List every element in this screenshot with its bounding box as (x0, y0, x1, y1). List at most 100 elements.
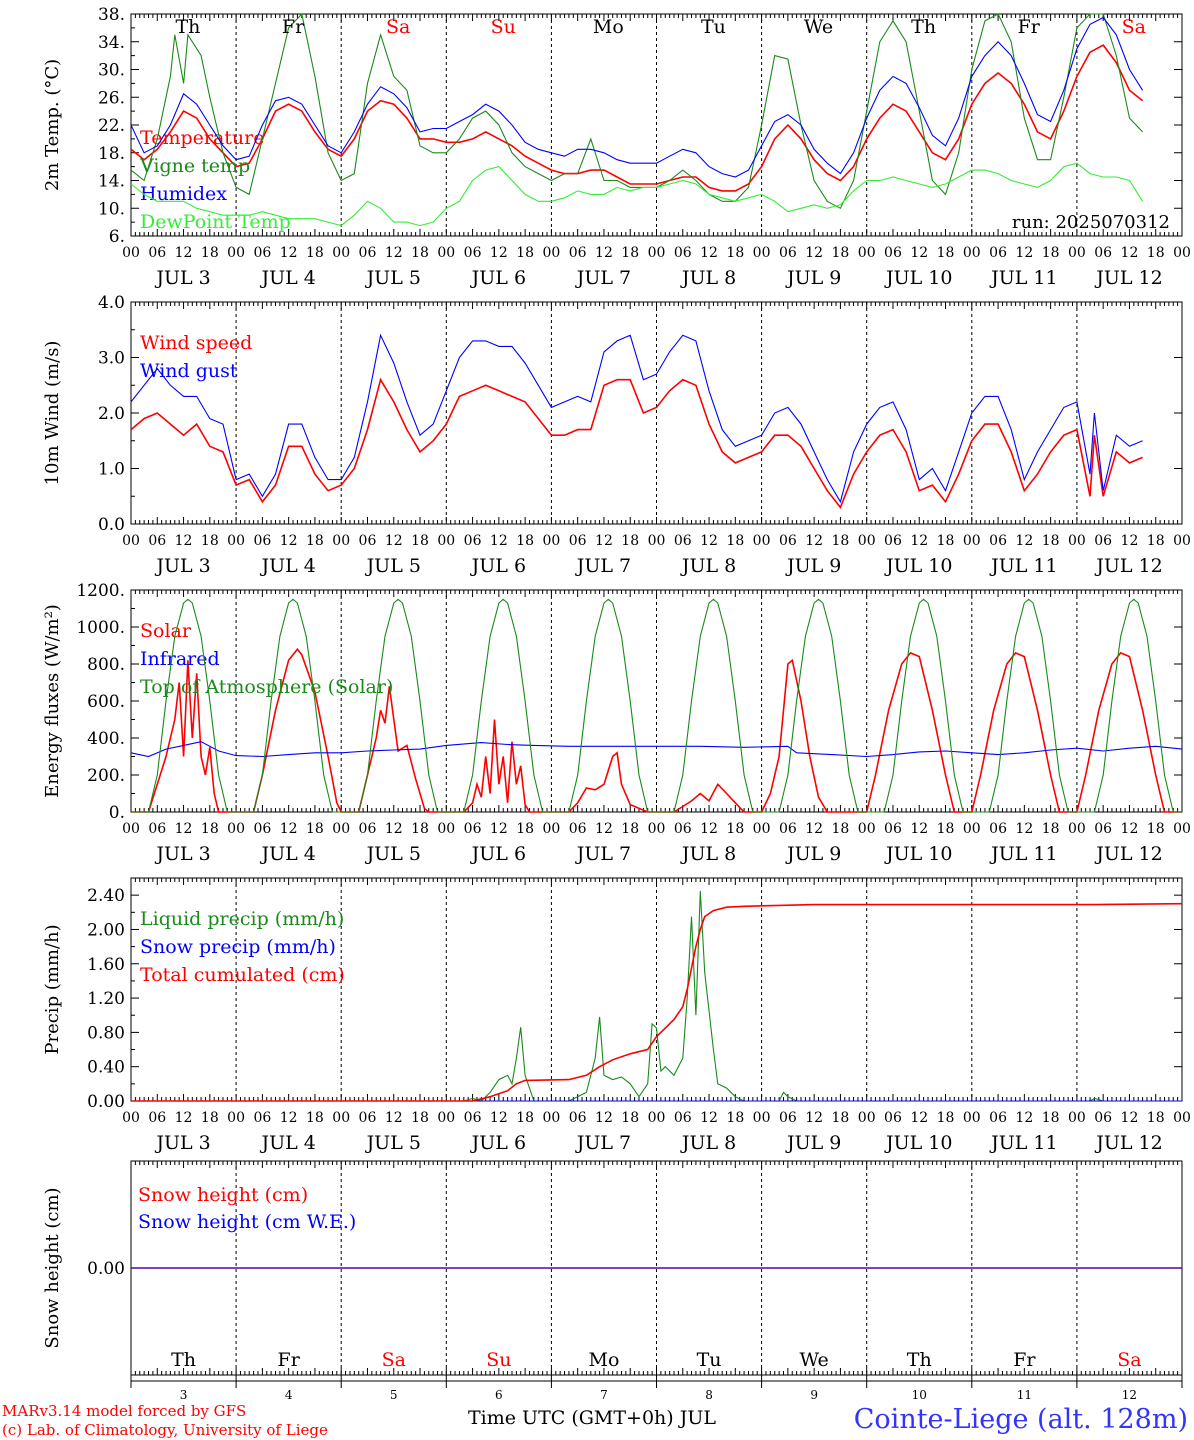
hour-tick-label: 06 (359, 245, 377, 261)
hour-tick-label: 00 (1068, 245, 1086, 261)
hour-tick-label: 06 (674, 1110, 692, 1126)
hour-tick-label: 00 (542, 1110, 560, 1126)
hour-tick-label: 18 (411, 821, 429, 837)
hour-tick-label: 18 (726, 245, 744, 261)
legend-entry: Snow height (cm W.E.) (138, 1211, 356, 1233)
date-label: JUL 6 (470, 843, 526, 865)
y-tick-label: 6. (109, 227, 125, 247)
hour-tick-label: 00 (753, 821, 771, 837)
legend-entry: Solar (140, 620, 192, 642)
hour-tick-label: 00 (227, 245, 245, 261)
panel-3: 0. 200. 400. 600. 800. 1000. 1200. Energy fluxe… (42, 581, 1191, 865)
hour-tick-label: 12 (280, 533, 298, 549)
hour-tick-label: 12 (700, 245, 718, 261)
date-label: JUL 4 (259, 843, 315, 865)
date-label: JUL 10 (884, 267, 952, 289)
hour-tick-label: 18 (306, 533, 324, 549)
date-label: JUL 8 (680, 843, 736, 865)
hour-tick-label: 00 (753, 1110, 771, 1126)
hour-tick-label: 00 (963, 821, 981, 837)
hour-tick-label: 12 (280, 1110, 298, 1126)
day-name-bottom: Fr (278, 1349, 301, 1371)
hour-tick-label: 06 (674, 821, 692, 837)
hour-tick-label: 06 (884, 1110, 902, 1126)
date-label: JUL 5 (365, 267, 421, 289)
day-name-bottom: Tu (697, 1349, 722, 1371)
day-name-bottom: Sa (1117, 1349, 1141, 1371)
hour-tick-label: 12 (385, 533, 403, 549)
y-tick-label: 0.0 (98, 515, 125, 535)
hour-tick-label: 18 (1042, 1110, 1060, 1126)
hour-tick-label: 18 (516, 245, 534, 261)
hour-tick-label: 06 (989, 821, 1007, 837)
hour-tick-label: 18 (306, 245, 324, 261)
credit-line-1: MARv3.14 model forced by GFS (2, 1402, 246, 1420)
date-label: JUL 11 (989, 843, 1057, 865)
legend-entry: Infrared (140, 648, 220, 670)
hour-tick-label: 12 (700, 533, 718, 549)
day-name-top: Mo (593, 16, 624, 38)
hour-tick-label: 00 (332, 1110, 350, 1126)
hour-tick-label: 12 (595, 1110, 613, 1126)
date-label: JUL 10 (884, 843, 952, 865)
hour-tick-label: 12 (175, 245, 193, 261)
hour-tick-label: 12 (280, 821, 298, 837)
hour-tick-label: 12 (1121, 245, 1139, 261)
hour-tick-label: 06 (569, 245, 587, 261)
hour-tick-label: 00 (122, 533, 140, 549)
y-tick-label: 2.00 (87, 920, 125, 940)
y-tick-label: 4.0 (98, 293, 125, 313)
date-label: JUL 5 (365, 1132, 421, 1154)
day-number-label: 6 (495, 1388, 503, 1402)
day-name-top: Th (175, 16, 200, 38)
series-line-temperature (130, 44, 1144, 192)
hour-tick-label: 00 (963, 245, 981, 261)
hour-tick-label: 00 (753, 245, 771, 261)
hour-tick-label: 12 (385, 1110, 403, 1126)
hour-tick-label: 00 (858, 533, 876, 549)
series-line-infrared (130, 741, 1183, 758)
y-tick-label: 3.0 (98, 349, 125, 369)
hour-tick-label: 18 (201, 821, 219, 837)
y-tick-label: 0.00 (87, 1259, 125, 1279)
legend-entry: Vigne temp (139, 155, 250, 177)
date-label: JUL 9 (785, 267, 841, 289)
y-tick-label: 14. (98, 172, 125, 192)
hour-tick-label: 06 (464, 533, 482, 549)
hour-tick-label: 18 (832, 245, 850, 261)
hour-tick-label: 00 (542, 533, 560, 549)
hour-tick-label: 12 (910, 1110, 928, 1126)
hour-tick-label: 12 (1121, 533, 1139, 549)
hour-tick-label: 00 (122, 245, 140, 261)
hour-tick-label: 06 (359, 1110, 377, 1126)
date-label: JUL 3 (154, 1132, 210, 1154)
hour-tick-label: 18 (621, 245, 639, 261)
hour-tick-label: 06 (569, 821, 587, 837)
hour-tick-label: 00 (227, 821, 245, 837)
panel-1: 6. 10. 14. 18. 22. 26. 30. 34. 38. 2m Temp. (°C) T… (42, 5, 1191, 289)
y-tick-label: 26. (98, 88, 125, 108)
hour-tick-label: 06 (359, 821, 377, 837)
hour-tick-label: 12 (490, 821, 508, 837)
hour-tick-label: 12 (385, 245, 403, 261)
hour-tick-label: 06 (148, 533, 166, 549)
hour-tick-label: 00 (648, 245, 666, 261)
day-number-label: 3 (180, 1388, 188, 1402)
day-number-label: 7 (600, 1388, 608, 1402)
hour-tick-label: 18 (832, 1110, 850, 1126)
hour-tick-label: 18 (937, 1110, 955, 1126)
hour-tick-label: 00 (542, 245, 560, 261)
hour-tick-label: 18 (516, 821, 534, 837)
hour-tick-label: 18 (201, 533, 219, 549)
hour-tick-label: 06 (253, 245, 271, 261)
y-tick-label: 2.40 (87, 886, 125, 906)
day-number-label: 11 (1017, 1388, 1032, 1402)
hour-tick-label: 06 (674, 533, 692, 549)
hour-tick-label: 18 (306, 1110, 324, 1126)
series-line-humidex (130, 16, 1144, 178)
hour-tick-label: 06 (1094, 533, 1112, 549)
day-name-top: Th (911, 16, 936, 38)
hour-tick-label: 00 (1068, 533, 1086, 549)
day-name-bottom: Sa (382, 1349, 406, 1371)
